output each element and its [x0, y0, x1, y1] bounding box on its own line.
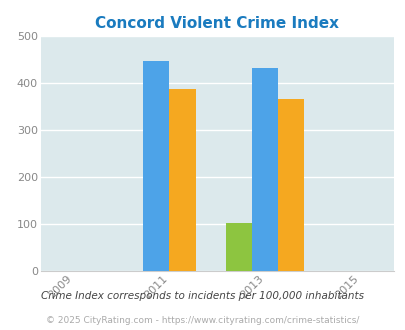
- Text: © 2025 CityRating.com - https://www.cityrating.com/crime-statistics/: © 2025 CityRating.com - https://www.city…: [46, 316, 359, 325]
- Text: Crime Index corresponds to incidents per 100,000 inhabitants: Crime Index corresponds to incidents per…: [41, 291, 364, 301]
- Bar: [225, 223, 251, 271]
- Bar: [277, 99, 304, 271]
- Bar: [143, 61, 169, 271]
- Bar: [169, 89, 195, 271]
- Title: Concord Violent Crime Index: Concord Violent Crime Index: [95, 16, 338, 31]
- Bar: [251, 68, 277, 271]
